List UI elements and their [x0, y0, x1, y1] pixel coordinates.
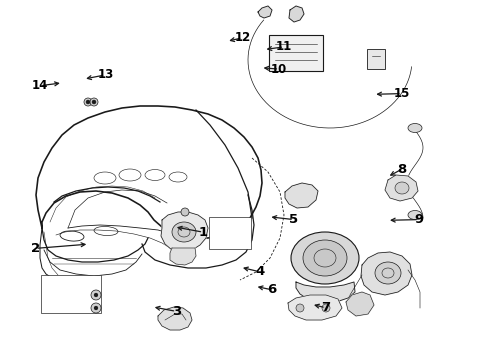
Text: 3: 3 [172, 305, 181, 318]
Circle shape [322, 304, 330, 312]
Ellipse shape [395, 182, 409, 194]
Ellipse shape [408, 211, 422, 220]
Circle shape [94, 306, 98, 310]
Polygon shape [161, 212, 208, 252]
Circle shape [84, 98, 92, 106]
Text: 2: 2 [31, 242, 40, 255]
Circle shape [90, 98, 98, 106]
Circle shape [91, 303, 101, 313]
Circle shape [94, 293, 98, 297]
Ellipse shape [291, 232, 359, 284]
FancyBboxPatch shape [41, 275, 101, 313]
Text: 8: 8 [397, 163, 406, 176]
Ellipse shape [408, 123, 422, 132]
Ellipse shape [375, 262, 401, 284]
Polygon shape [170, 248, 196, 265]
Text: 6: 6 [268, 283, 276, 296]
Text: 13: 13 [97, 68, 114, 81]
Polygon shape [258, 6, 272, 18]
Polygon shape [158, 307, 192, 330]
Text: 9: 9 [415, 213, 423, 226]
Text: 4: 4 [255, 265, 264, 278]
Polygon shape [288, 295, 342, 320]
Circle shape [181, 208, 189, 216]
Circle shape [92, 100, 96, 104]
Circle shape [296, 304, 304, 312]
Text: 7: 7 [321, 301, 330, 314]
FancyBboxPatch shape [209, 217, 251, 249]
FancyBboxPatch shape [367, 49, 385, 69]
Text: 11: 11 [276, 40, 293, 53]
Text: 12: 12 [234, 31, 251, 44]
Text: 5: 5 [290, 213, 298, 226]
Ellipse shape [303, 240, 347, 276]
Polygon shape [285, 183, 318, 208]
Text: 14: 14 [32, 79, 49, 92]
Text: 15: 15 [393, 87, 410, 100]
Text: 10: 10 [271, 63, 288, 76]
Ellipse shape [172, 222, 196, 242]
Polygon shape [289, 6, 304, 22]
Polygon shape [346, 292, 374, 316]
FancyBboxPatch shape [269, 35, 323, 71]
Circle shape [86, 100, 90, 104]
Polygon shape [296, 282, 355, 302]
Polygon shape [361, 252, 412, 295]
Circle shape [91, 290, 101, 300]
Polygon shape [385, 175, 418, 201]
Text: 1: 1 [199, 226, 208, 239]
